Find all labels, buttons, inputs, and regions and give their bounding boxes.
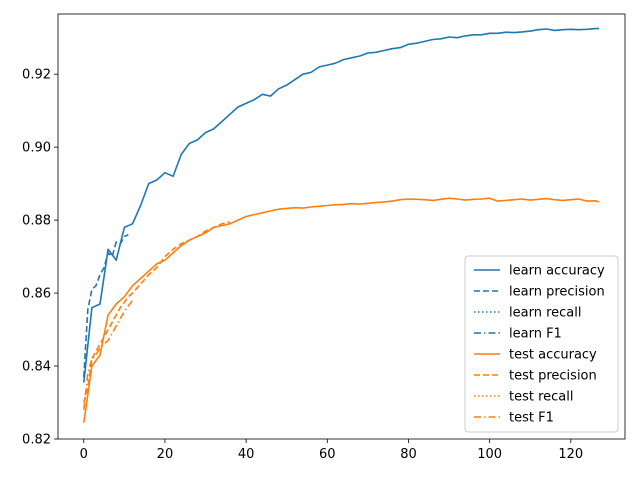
legend-label: learn accuracy <box>509 264 605 279</box>
legend-label: test F1 <box>509 411 554 426</box>
legend: learn accuracy learn precision learn recal… <box>464 255 619 433</box>
plot-frame <box>57 13 626 440</box>
x-tick-label: 80 <box>400 447 417 462</box>
y-tick-label: 0.86 <box>22 287 51 302</box>
series-line-test-F1 <box>83 299 134 410</box>
series-line-learn-precision <box>83 233 129 378</box>
y-tick-label: 0.90 <box>22 141 51 156</box>
series-layer <box>83 27 600 423</box>
x-tick-label: 0 <box>80 447 88 462</box>
legend-label: learn F1 <box>509 327 562 342</box>
legend-label: test accuracy <box>509 348 597 363</box>
x-tick-label: 120 <box>558 447 583 462</box>
y-tick-label: 0.88 <box>22 214 51 229</box>
x-tick-label: 20 <box>157 447 174 462</box>
y-tick-label: 0.92 <box>22 68 51 83</box>
x-tick-label: 60 <box>319 447 336 462</box>
x-axis: 0 20 40 60 80 100 120 <box>80 439 583 462</box>
legend-label: test precision <box>509 369 597 384</box>
legend-label: learn recall <box>509 306 581 321</box>
series-line-learn-accuracy <box>83 27 600 383</box>
legend-label: test recall <box>509 390 574 405</box>
y-tick-label: 0.84 <box>22 360 51 375</box>
legend-label: learn precision <box>509 285 605 300</box>
y-tick-label: 0.82 <box>22 433 51 448</box>
series-line-test-accuracy <box>83 197 600 423</box>
series-line-test-precision <box>83 221 231 403</box>
x-tick-label: 40 <box>238 447 255 462</box>
legend-box <box>464 255 619 433</box>
x-tick-label: 100 <box>477 447 502 462</box>
y-axis: 0.82 0.84 0.86 0.88 0.90 0.92 <box>22 68 58 448</box>
